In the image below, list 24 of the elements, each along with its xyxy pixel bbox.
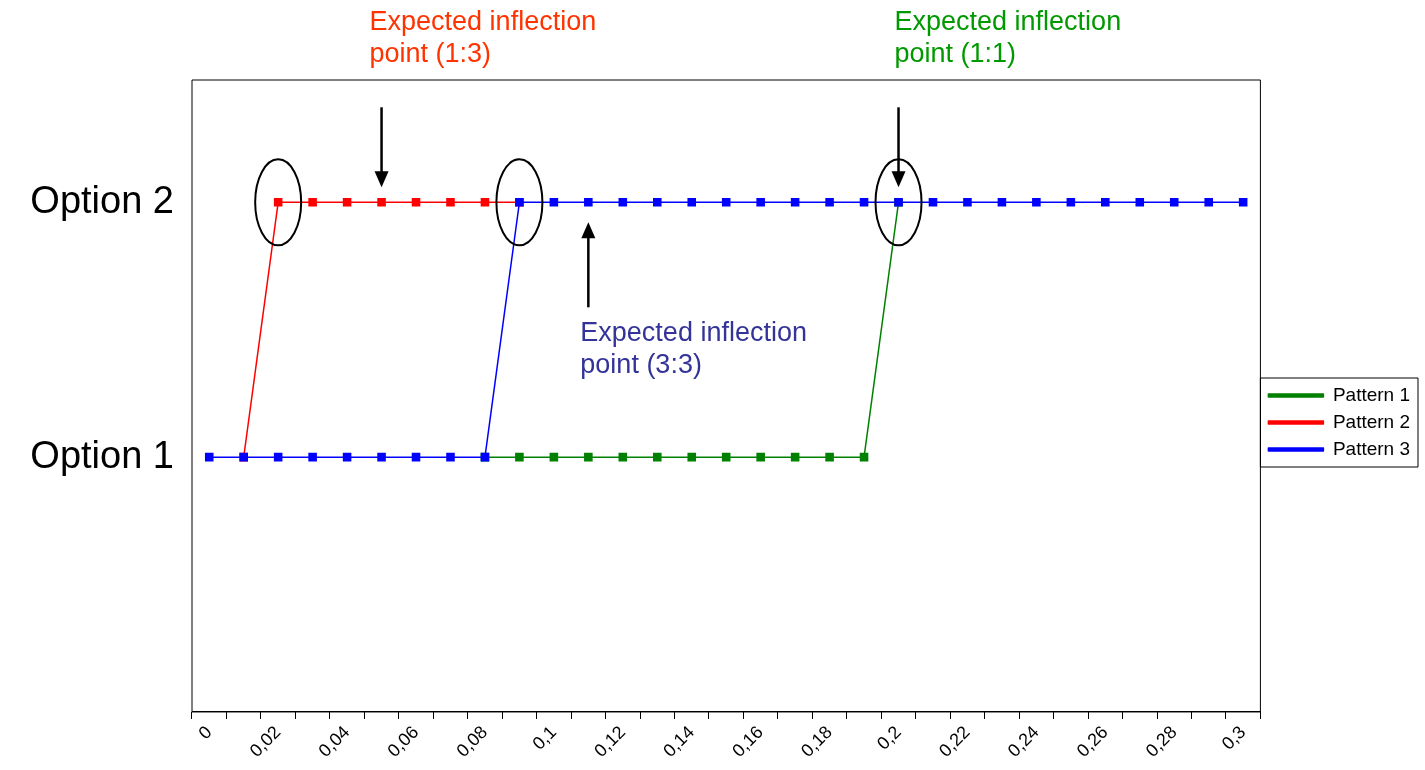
x-tick-label: 0,1 [528, 721, 561, 754]
x-tick-label: 0,08 [452, 721, 492, 761]
x-tick-label: 0,24 [1003, 721, 1043, 761]
x-tick-label: 0,12 [590, 721, 630, 761]
x-tick-label: 0,28 [1141, 721, 1181, 761]
text: Expected inflection point (1:1) [894, 5, 1123, 69]
x-tick-label: 0,04 [314, 721, 354, 761]
x-tick-label: 0,16 [728, 721, 767, 761]
x-tick-label: 0,26 [1072, 721, 1112, 761]
x-tick-label: 0,06 [383, 721, 423, 761]
annotation: Expected inflection point (3:3) [580, 316, 808, 380]
x-tick-label: 0,2 [873, 721, 905, 754]
x-tick-label: 0,02 [245, 721, 285, 761]
x-tick-label: 0,22 [934, 721, 974, 761]
legend-label: Pattern 2 [1332, 410, 1411, 432]
text: Expected inflection point (1:3) [369, 5, 598, 69]
text: Option 1 [30, 433, 174, 476]
legend-label: Pattern 3 [1332, 437, 1411, 459]
legend-label: Pattern 1 [1332, 383, 1411, 405]
text: Option 2 [30, 178, 174, 221]
x-tick-label: 0,14 [659, 721, 699, 761]
x-tick-label: 0,18 [797, 721, 836, 761]
x-tick-label: 0 [194, 721, 216, 744]
x-tick-label: 0,3 [1217, 721, 1250, 754]
